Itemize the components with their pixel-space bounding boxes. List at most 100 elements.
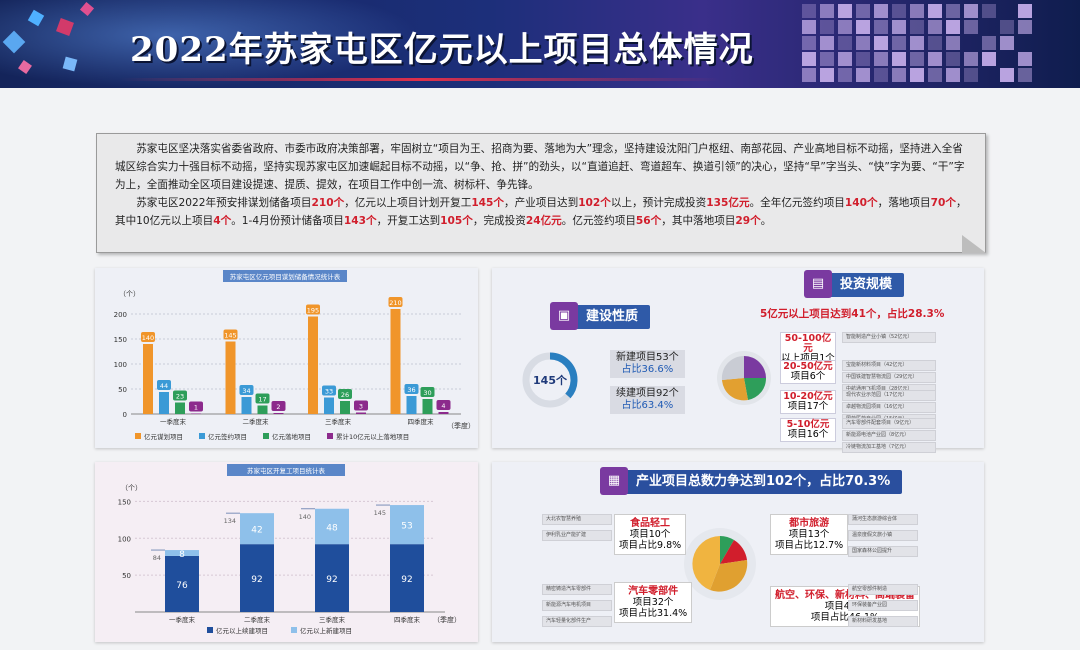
pie-slice-food [720, 536, 734, 564]
data-label-bg [354, 400, 368, 411]
grid-square [910, 36, 924, 50]
intro-paragraph-2: 苏家屯区2022年预安排谋划储备项目210个，亿元以上项目计划开复工145个，产… [115, 197, 967, 227]
data-label: 76 [176, 581, 188, 591]
data-label: 8 [179, 550, 185, 560]
investment-tag: ▤ 投资规模 [804, 270, 905, 298]
pie-slice-hightech [692, 536, 720, 590]
grid-square [838, 52, 852, 66]
legend-swatch [135, 433, 141, 439]
grid-square [946, 36, 960, 50]
legend-label: 累计10亿元以上落地项目 [336, 432, 409, 441]
grid-square [856, 68, 870, 82]
construction-donut: 145个 [522, 352, 578, 408]
industry-project: 伊利乳业产能扩建 [542, 530, 612, 541]
data-label: 30 [423, 389, 431, 397]
grid-square [892, 52, 906, 66]
grid-square [874, 52, 888, 66]
data-label: 26 [341, 391, 349, 399]
y-axis-label: （个） [121, 484, 142, 492]
bar [422, 399, 433, 414]
investment-tier-count: 以上项目1个 [781, 353, 835, 364]
header-grid-decoration [802, 4, 1042, 84]
investment-project: 汽车零部件配套项目（9亿元） [842, 418, 936, 429]
industry-category-count: 项目32个 [632, 597, 674, 608]
data-label: 2 [276, 403, 280, 411]
grid-square [946, 52, 960, 66]
investment-project: 新能源电池产业园（8亿元） [842, 430, 936, 441]
building-icon: ▣ [550, 302, 578, 330]
stacked-bar-segment [240, 513, 274, 545]
y-tick-label: 150 [114, 336, 127, 344]
industry-category-count: 项目47个 [824, 601, 866, 612]
industry-category-share: 项目占比46.1% [810, 612, 880, 623]
data-label-bg [388, 297, 403, 307]
chart-icon: ▤ [804, 270, 832, 298]
grid-square [838, 36, 852, 50]
grid-square [874, 36, 888, 50]
data-label-bg [223, 329, 238, 340]
legend-swatch [263, 433, 269, 439]
y-tick-label: 0 [123, 411, 127, 419]
x-tick-label: 二季度末 [244, 615, 271, 624]
investment-tier: 20-50亿元 项目6个 [780, 360, 836, 384]
grid-square [946, 4, 960, 18]
legend-swatch [327, 433, 333, 439]
grid-square [910, 68, 924, 82]
pie-slice-tourism [720, 540, 747, 564]
stacked-bar-segment [315, 508, 349, 545]
industry-project: 环保装备产业园 [848, 600, 918, 611]
page-title: 2022年苏家屯区亿元以上项目总体情况 [130, 30, 754, 70]
page-fold-corner [962, 235, 986, 253]
legend-label: 亿元签约项目 [208, 432, 247, 441]
bar [191, 413, 201, 414]
header-glow [0, 0, 420, 88]
bar [225, 341, 236, 414]
total-label: 145 [374, 509, 386, 517]
industry-category-share: 项目占比9.8% [619, 540, 682, 551]
grid-square [892, 4, 906, 18]
grid-square [946, 20, 960, 34]
bar [356, 412, 366, 414]
bar [340, 401, 350, 414]
grid-square [892, 20, 906, 34]
industry-category-share: 项目占比31.4% [619, 608, 688, 619]
y-tick-label: 150 [118, 498, 131, 506]
industry-category-share: 项目占比12.7% [775, 540, 844, 551]
investment-project: 宝能新材料项目（42亿元） [842, 360, 936, 371]
industry-project: 大北农智慧养殖 [542, 514, 612, 525]
grid-square [802, 36, 816, 50]
legend-label: 亿元落地项目 [272, 432, 311, 441]
investment-tier: 10-20亿元 项目17个 [780, 390, 836, 414]
grid-square [838, 68, 852, 82]
x-axis-label: （季度） [447, 421, 475, 430]
data-label: 1 [194, 404, 198, 412]
bar [143, 344, 153, 414]
legend-swatch [207, 627, 213, 633]
investment-project: 智能制造产业小镇（52亿元） [842, 332, 936, 343]
industry-project: 精密铸造汽车零部件 [542, 584, 612, 595]
pie-slice-auto [710, 560, 748, 592]
industry-project: 国家森林公园提升 [848, 546, 918, 557]
data-label-bg [436, 400, 451, 410]
grid-square [982, 36, 996, 50]
industry-project-list: 大北农智慧养殖 伊利乳业产能扩建 [542, 514, 612, 546]
bar [438, 412, 449, 414]
reserve-chart-panel: 苏家屯区亿元项目谋划储备情况统计表 （个） （季度） 0 50 100 150 200 140 4… [95, 268, 478, 448]
grid-square [1018, 20, 1032, 34]
y-tick-label: 50 [122, 572, 131, 580]
bar [241, 397, 252, 414]
grid-square [964, 20, 978, 34]
data-label-bg [239, 385, 254, 395]
data-label: 3 [359, 403, 363, 411]
x-tick-label: 二季度末 [243, 417, 270, 426]
grid-square [838, 4, 852, 18]
data-label: 140 [142, 334, 154, 342]
industry-project: 航空零部件制造 [848, 584, 918, 595]
bar [175, 402, 185, 414]
grid-square [802, 52, 816, 66]
data-label-bg [189, 401, 203, 412]
data-label: 210 [389, 299, 401, 307]
data-label: 17 [258, 396, 266, 404]
data-label-bg [420, 387, 435, 397]
industry-tag: ▦ 产业项目总数力争达到102个，占比70.3% [600, 467, 903, 495]
